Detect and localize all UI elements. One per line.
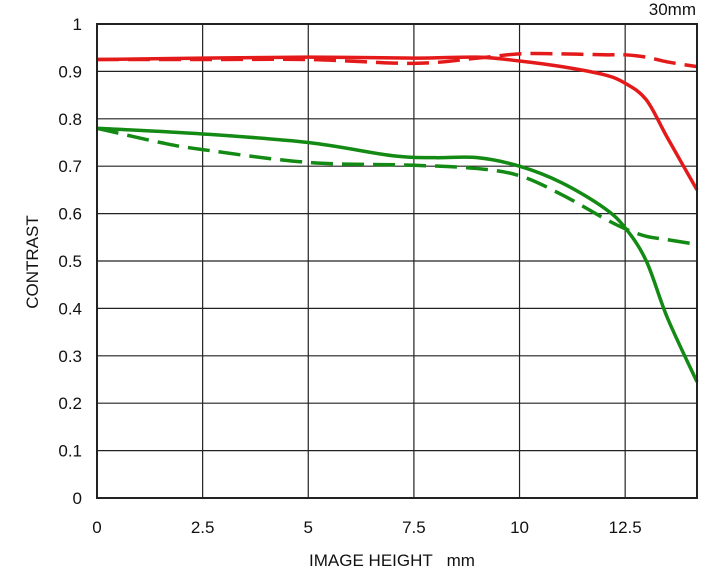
y-tick-label: 0.3 [58, 347, 82, 366]
mtf-curve-1-solid [96, 55, 699, 191]
y-tick-label: 0.8 [58, 110, 82, 129]
y-tick-labels: 0 0.1 0.2 0.3 0.4 0.5 0.6 0.7 0.8 0.9 1 [58, 15, 82, 508]
y-tick-label: 0.9 [58, 62, 82, 81]
y-tick-label: 0.4 [58, 299, 82, 318]
y-tick-label: 0.6 [58, 205, 82, 224]
x-tick-label: 7.5 [402, 518, 426, 537]
focal-length-label: 30mm [649, 0, 696, 19]
y-tick-label: 1 [73, 15, 82, 34]
x-tick-label: 10 [510, 518, 529, 537]
gridlines [96, 23, 697, 499]
y-tick-label: 0.2 [58, 394, 82, 413]
y-axis-title: CONTRAST [23, 215, 42, 309]
plot-frame [96, 23, 698, 499]
mtf-series [96, 51, 699, 383]
y-tick-label: 0.7 [58, 157, 82, 176]
mtf-curve-2-dashed [96, 51, 698, 69]
mtf-curve-4-dashed [96, 126, 698, 247]
y-tick-label: 0 [73, 489, 82, 508]
x-tick-label: 12.5 [609, 518, 642, 537]
x-tick-labels: 0 2.5 5 7.5 10 12.5 [92, 518, 641, 537]
x-tick-label: 2.5 [191, 518, 215, 537]
y-tick-label: 0.1 [58, 442, 82, 461]
x-tick-label: 5 [304, 518, 313, 537]
y-tick-label: 0.5 [58, 252, 82, 271]
x-axis-title: IMAGE HEIGHT mm [309, 551, 475, 570]
x-tick-label: 0 [92, 518, 101, 537]
mtf-curve-3-solid [96, 126, 699, 383]
